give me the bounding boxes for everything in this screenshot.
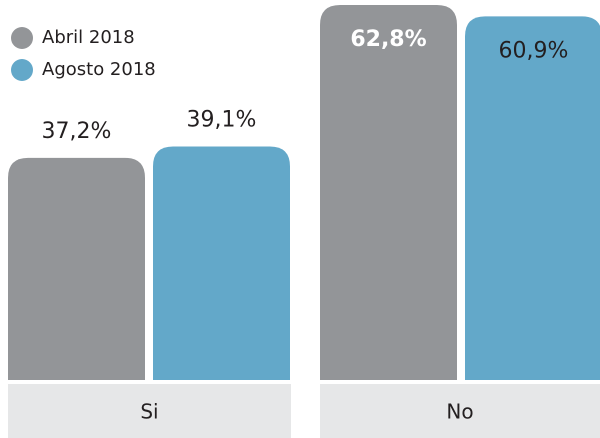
category-box [8, 384, 291, 438]
x-tick-label: Si [140, 400, 158, 424]
value-label: 39,1% [187, 108, 257, 133]
category-box [320, 384, 600, 438]
bar [153, 146, 290, 380]
bar [465, 16, 600, 380]
value-label: 37,2% [42, 119, 112, 144]
legend-swatch [11, 27, 33, 49]
legend-label: Abril 2018 [42, 27, 135, 48]
legend-swatch [11, 59, 33, 81]
legend-label: Agosto 2018 [42, 59, 156, 80]
bar [320, 5, 457, 380]
value-label: 62,8% [350, 27, 426, 52]
x-tick-label: No [446, 400, 473, 424]
value-label: 60,9% [499, 38, 569, 63]
bar [8, 157, 145, 380]
